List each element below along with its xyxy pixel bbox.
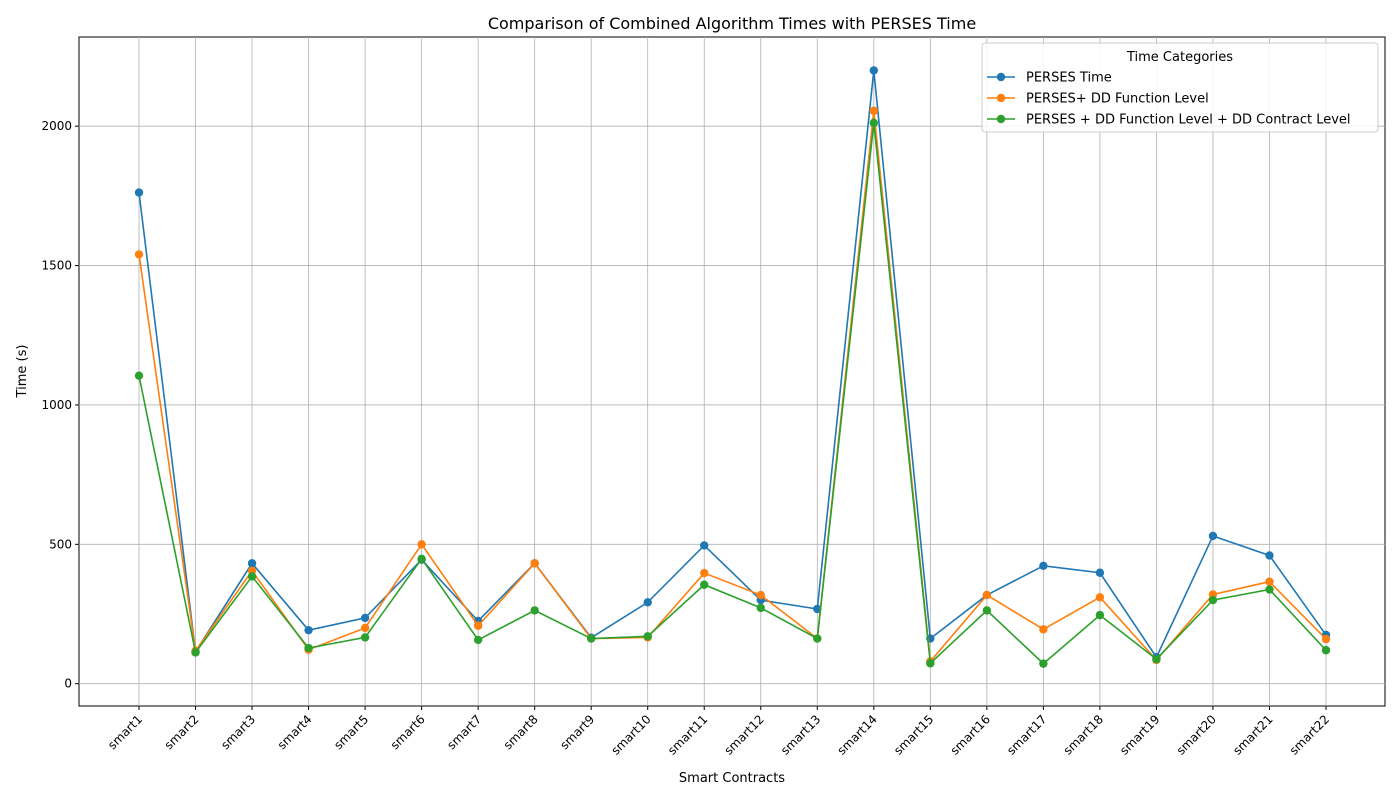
series-3-point <box>586 634 596 643</box>
chart-title: Comparison of Combined Algorithm Times w… <box>488 14 976 33</box>
x-tick-label: smart19 <box>1117 712 1162 757</box>
series-2-point <box>869 106 879 116</box>
x-tick-label: smart9 <box>557 712 597 752</box>
y-tick-label: 2000 <box>41 119 72 133</box>
series-3-point <box>417 554 426 564</box>
series-3-point <box>134 371 144 380</box>
series-1-point <box>869 66 879 75</box>
y-tick-label: 0 <box>64 677 72 691</box>
x-tick-label: smart20 <box>1174 712 1219 757</box>
series-1-point <box>1095 568 1105 577</box>
x-tick-label: smart17 <box>1004 712 1049 757</box>
grid-layer <box>79 37 1385 706</box>
series-3-point <box>191 648 200 657</box>
series-3-point <box>304 643 313 653</box>
x-tick-label: smart6 <box>388 712 428 752</box>
x-tick-label: smart22 <box>1287 712 1332 757</box>
series-3-point <box>473 635 483 645</box>
series-1-point <box>1208 531 1218 541</box>
y-tick-label: 500 <box>49 537 72 551</box>
series-3-point <box>1039 659 1048 668</box>
series-3-point <box>926 659 935 668</box>
series-3-point <box>700 580 709 589</box>
series-3-point <box>247 572 257 581</box>
legend-label-2: PERSES+ DD Function Level <box>1026 92 1209 107</box>
series-3-point <box>982 606 992 615</box>
x-tick-label: smart15 <box>891 712 936 757</box>
series-3-point <box>813 634 822 643</box>
x-tick-label: smart10 <box>608 712 653 757</box>
x-tick-label: smart14 <box>835 712 880 757</box>
legend-label-1: PERSES Time <box>1026 71 1112 86</box>
y-axis-label: Time (s) <box>15 345 30 399</box>
series-2-point <box>1039 625 1048 634</box>
y-tick-label: 1500 <box>41 259 72 273</box>
series-2-point <box>134 250 144 259</box>
series-1-point <box>360 613 370 623</box>
series-2-point <box>1265 577 1274 586</box>
plot-area <box>78 36 1386 707</box>
series-3-point <box>1152 654 1161 664</box>
series-2-point <box>1321 634 1331 644</box>
legend-items: PERSES Time PERSES+ DD Function Level PERS… <box>987 71 1351 128</box>
series-1-point <box>643 598 652 607</box>
x-axis-label: Smart Contracts <box>679 771 785 786</box>
series-3-point <box>1208 595 1218 605</box>
x-tick-label: smart7 <box>444 712 484 752</box>
legend-title: Time Categories <box>1126 50 1233 65</box>
series-1-point <box>247 559 257 568</box>
series-3-point <box>869 118 879 128</box>
legend: Time Categories PERSES Time PERSES+ DD Fu… <box>981 42 1379 133</box>
series-3-point <box>1321 646 1331 655</box>
series-2-point <box>530 559 539 568</box>
axis-layer: 0 500 1000 1500 2000 smart1 smart2 smart3 smart4… <box>41 119 1332 757</box>
series-line-1 <box>138 70 1327 659</box>
legend-box <box>981 42 1379 133</box>
legend-marker-2 <box>996 93 1006 103</box>
series-1-point <box>304 625 313 635</box>
series-2-point <box>982 590 992 600</box>
x-tick-label: smart18 <box>1061 712 1106 757</box>
x-tick-label: smart21 <box>1230 712 1275 757</box>
x-tick-label: smart4 <box>275 712 315 752</box>
x-tick-label: smart1 <box>105 712 145 752</box>
x-tick-label: smart2 <box>162 712 202 752</box>
x-tick-label: smart12 <box>721 712 766 757</box>
x-tick-label: smart16 <box>948 712 993 757</box>
series-1-point <box>1265 551 1274 560</box>
series-2-point <box>1095 593 1105 602</box>
legend-marker-1 <box>996 72 1006 82</box>
series-2-point <box>756 590 765 600</box>
x-tick-label: smart11 <box>665 712 710 757</box>
series-layer <box>134 66 1331 668</box>
series-line-3 <box>138 122 1327 666</box>
x-tick-label: smart13 <box>778 712 823 757</box>
series-1-point <box>1039 561 1048 570</box>
legend-marker-3 <box>996 114 1006 124</box>
series-line-2 <box>138 110 1327 664</box>
series-3-point <box>360 633 370 642</box>
x-tick-label: smart5 <box>331 712 371 752</box>
series-2-point <box>360 623 370 633</box>
series-2-point <box>473 621 483 630</box>
x-tick-label: smart3 <box>218 712 258 752</box>
series-1-point <box>134 188 144 197</box>
series-3-point <box>530 606 539 615</box>
series-3-point <box>756 603 765 613</box>
series-3-point <box>643 632 652 641</box>
series-1-point <box>813 604 822 614</box>
legend-label-3: PERSES + DD Function Level + DD Contract… <box>1026 113 1351 128</box>
series-2-point <box>700 568 709 578</box>
series-3-point <box>1095 610 1105 620</box>
series-3-point <box>1265 585 1274 594</box>
y-tick-label: 1000 <box>41 398 72 412</box>
series-2-point <box>417 540 426 549</box>
x-tick-label: smart8 <box>501 712 541 752</box>
series-1-point <box>700 541 709 550</box>
